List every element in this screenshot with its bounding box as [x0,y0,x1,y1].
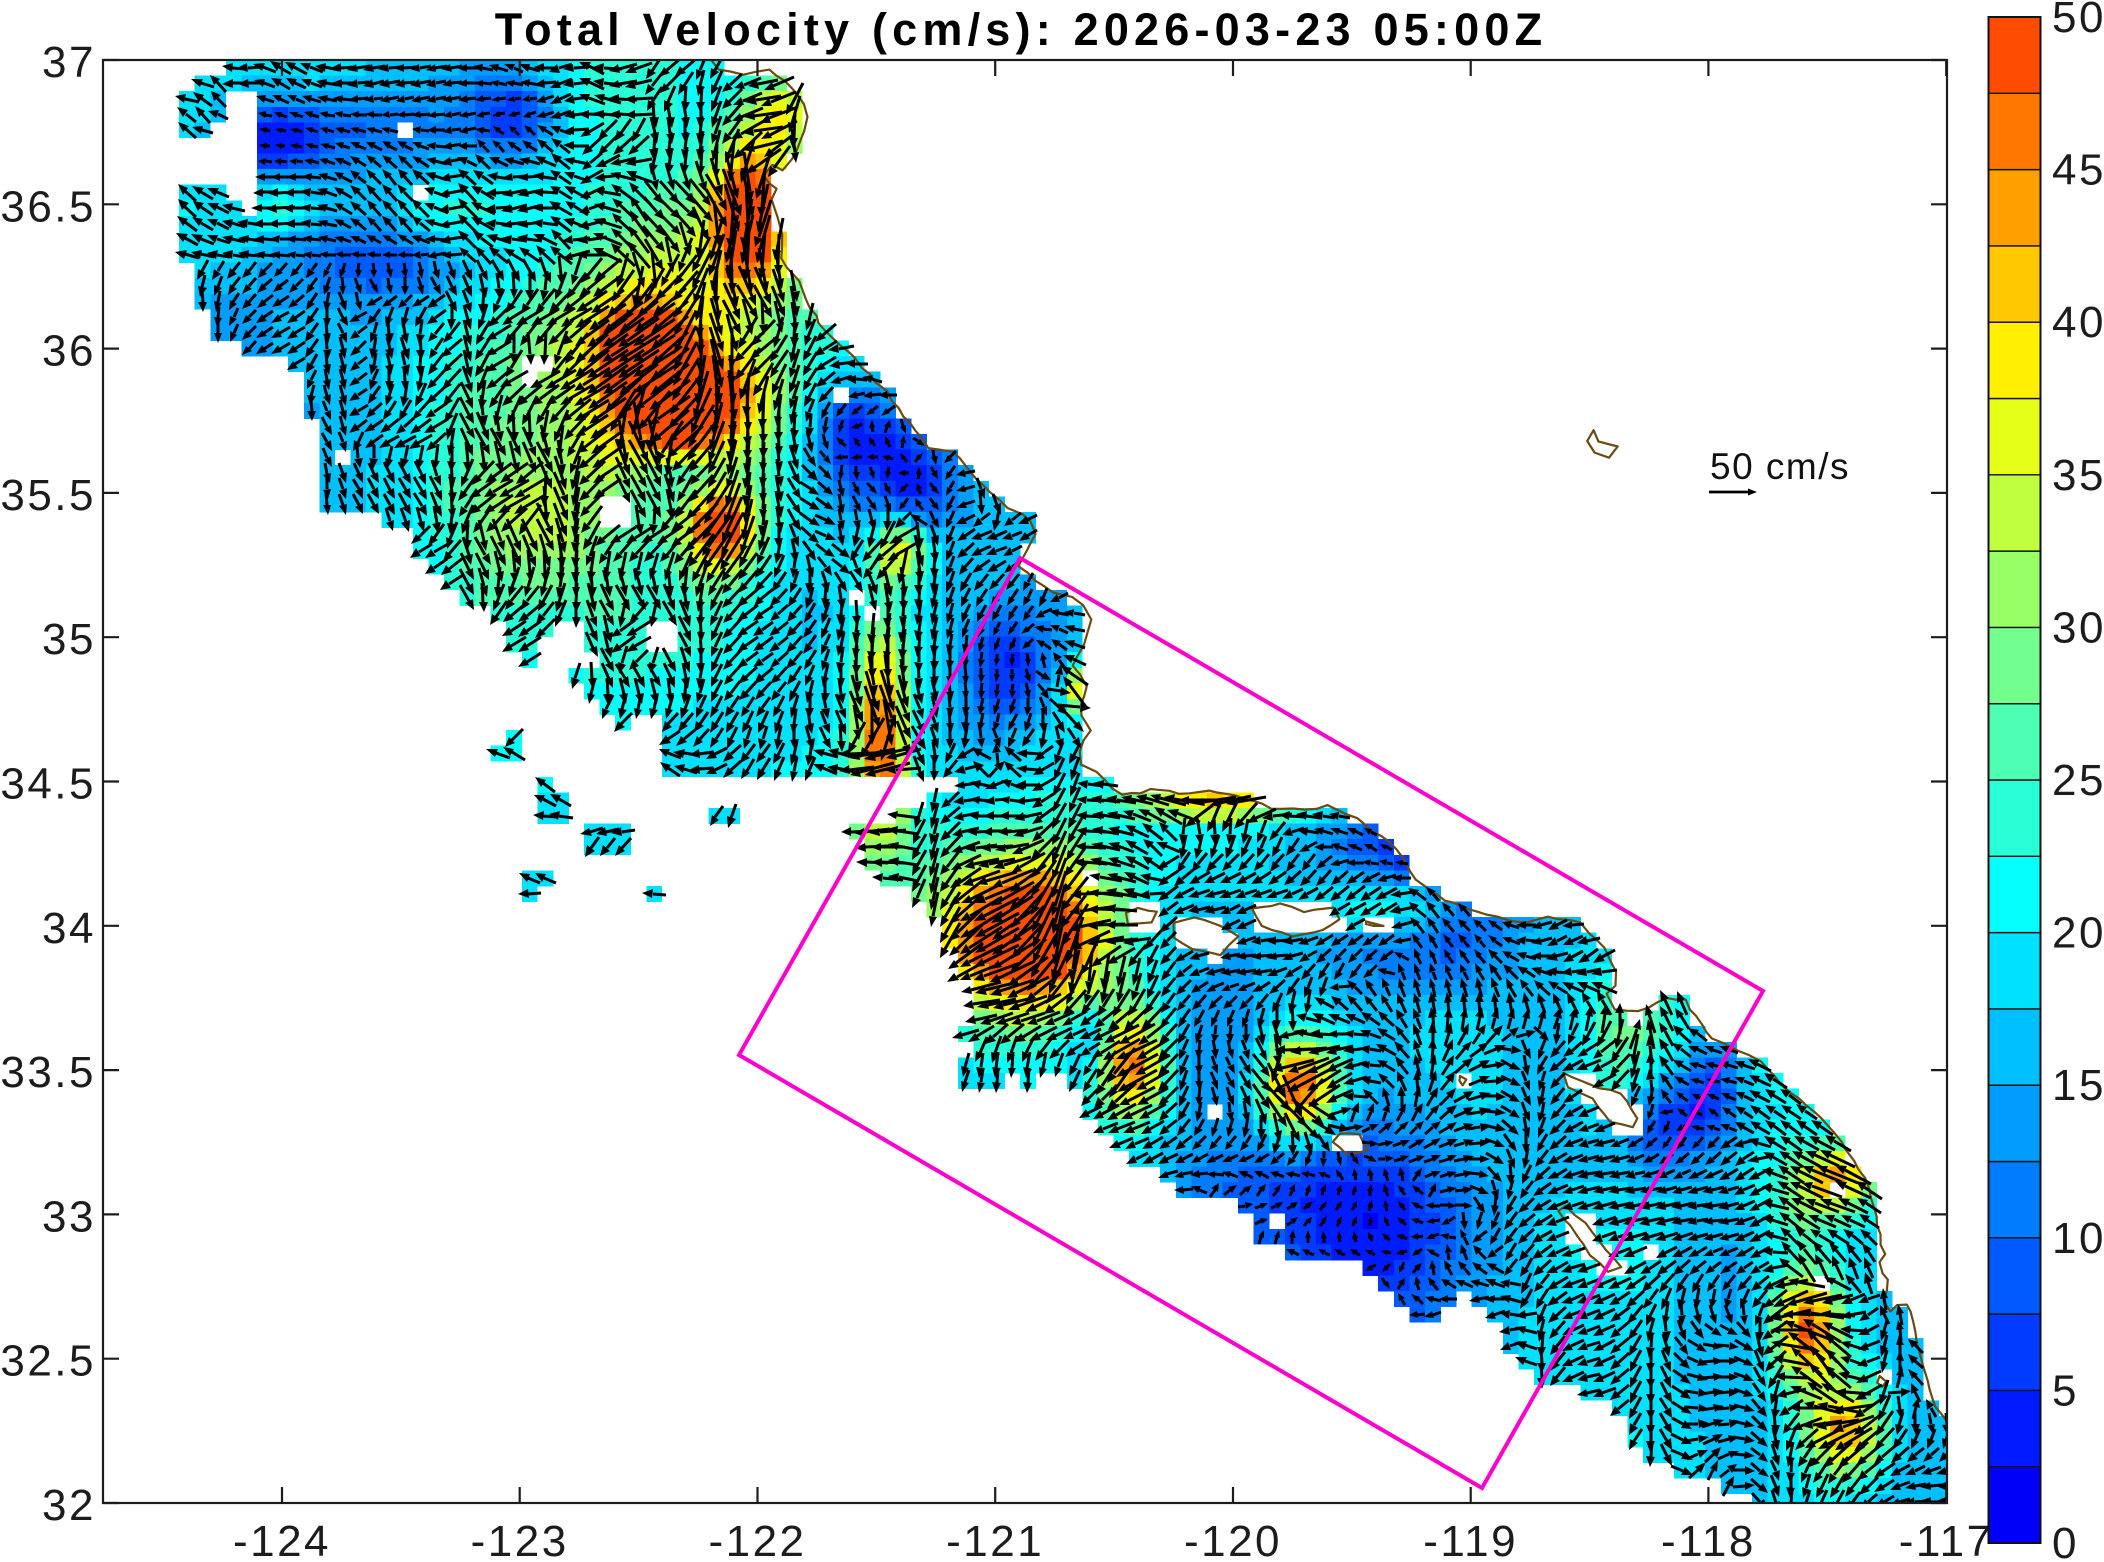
svg-text:37: 37 [42,38,96,87]
svg-text:34: 34 [42,904,96,953]
svg-text:-121: -121 [946,1517,1044,1562]
svg-text:35: 35 [2052,451,2104,500]
svg-text:20: 20 [2052,909,2104,958]
svg-text:-117: -117 [1899,1517,1994,1562]
svg-text:Total Velocity (cm/s): 2026-03: Total Velocity (cm/s): 2026-03-23 05:00Z [495,4,1548,55]
svg-text:-124: -124 [233,1517,331,1562]
svg-text:32.5: 32.5 [0,1337,96,1386]
svg-text:-120: -120 [1184,1517,1282,1562]
svg-text:36.5: 36.5 [0,182,96,231]
svg-text:5: 5 [2052,1366,2079,1415]
svg-text:40: 40 [2052,298,2104,347]
svg-text:-123: -123 [471,1517,569,1562]
svg-text:0: 0 [2052,1519,2079,1562]
svg-text:33.5: 33.5 [0,1048,96,1097]
svg-text:35: 35 [42,615,96,664]
svg-text:-119: -119 [1423,1517,1518,1562]
svg-text:30: 30 [2052,603,2104,652]
svg-text:50 cm/s: 50 cm/s [1710,446,1850,487]
svg-text:36: 36 [42,327,96,376]
svg-text:15: 15 [2052,1061,2104,1110]
svg-text:-122: -122 [708,1517,806,1562]
svg-text:50: 50 [2052,0,2104,42]
svg-text:45: 45 [2052,146,2104,195]
svg-text:35.5: 35.5 [0,471,96,520]
svg-text:10: 10 [2052,1214,2104,1263]
svg-text:-118: -118 [1661,1517,1756,1562]
svg-text:25: 25 [2052,756,2104,805]
svg-text:32: 32 [42,1481,96,1530]
svg-text:34.5: 34.5 [0,760,96,809]
svg-text:33: 33 [42,1192,96,1241]
